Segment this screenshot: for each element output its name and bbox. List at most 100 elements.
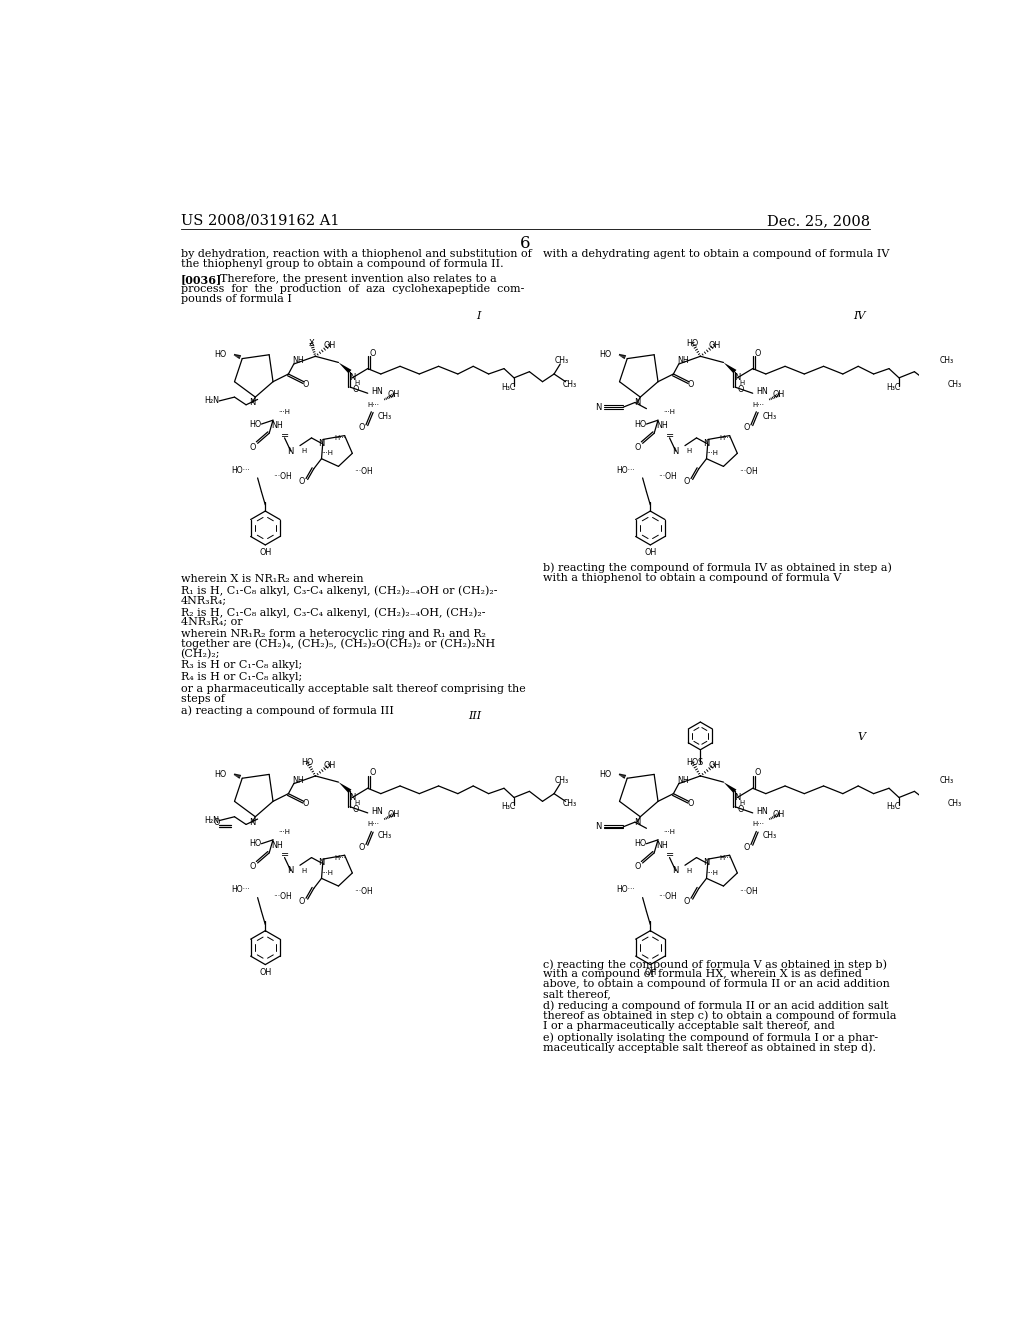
Text: HO: HO: [249, 840, 261, 849]
Text: N: N: [673, 866, 679, 875]
Text: OH: OH: [644, 548, 656, 557]
Text: CH₃: CH₃: [555, 356, 568, 366]
Text: OH: OH: [708, 760, 720, 770]
Text: with a compound of formula HX, wherein X is as defined: with a compound of formula HX, wherein X…: [543, 969, 861, 979]
Text: O: O: [249, 862, 255, 871]
Text: N: N: [595, 403, 602, 412]
Text: 6: 6: [519, 235, 530, 252]
Text: O: O: [688, 799, 694, 808]
Text: NH: NH: [656, 841, 668, 850]
Text: HO: HO: [301, 759, 313, 767]
Text: H₂N: H₂N: [204, 816, 219, 825]
Text: =: =: [281, 430, 289, 441]
Text: H: H: [354, 380, 359, 387]
Text: Dec. 25, 2008: Dec. 25, 2008: [767, 214, 869, 228]
Text: CH₃: CH₃: [947, 380, 962, 388]
Text: NH: NH: [678, 356, 689, 366]
Text: O: O: [353, 385, 359, 393]
Text: N: N: [634, 817, 640, 826]
Text: above, to obtain a compound of formula II or an acid addition: above, to obtain a compound of formula I…: [543, 979, 890, 989]
Text: ‧‧‧H: ‧‧‧H: [664, 829, 676, 836]
Text: NH: NH: [271, 841, 283, 850]
Text: R₂ is H, C₁-C₈ alkyl, C₃-C₄ alkenyl, (CH₂)₂₋₄OH, (CH₂)₂-: R₂ is H, C₁-C₈ alkyl, C₃-C₄ alkenyl, (CH…: [180, 607, 485, 618]
Text: N: N: [734, 793, 740, 803]
Text: O: O: [743, 843, 750, 851]
Text: or a pharmaceutically acceptable salt thereof comprising the: or a pharmaceutically acceptable salt th…: [180, 684, 525, 693]
Text: HO: HO: [249, 420, 261, 429]
Text: (CH₂)₂;: (CH₂)₂;: [180, 649, 220, 659]
Text: S: S: [697, 759, 703, 767]
Text: NH: NH: [271, 421, 283, 430]
Text: Therefore, the present invention also relates to a: Therefore, the present invention also re…: [213, 275, 497, 284]
Text: CH₃: CH₃: [562, 799, 577, 808]
Text: H: H: [354, 800, 359, 807]
Text: US 2008/0319162 A1: US 2008/0319162 A1: [180, 214, 339, 228]
Text: H‧‧‧: H‧‧‧: [368, 401, 380, 408]
Text: HO‧‧‧: HO‧‧‧: [231, 886, 250, 895]
Text: O: O: [249, 442, 255, 451]
Text: HO: HO: [634, 420, 646, 429]
Text: ‧‧‧H: ‧‧‧H: [707, 450, 719, 457]
Text: 4NR₃R₄; or: 4NR₃R₄; or: [180, 618, 243, 627]
Text: c) reacting the compound of formula V as obtained in step b): c) reacting the compound of formula V as…: [543, 960, 887, 970]
Text: R₃ is H or C₁-C₈ alkyl;: R₃ is H or C₁-C₈ alkyl;: [180, 660, 302, 671]
Text: N: N: [595, 822, 602, 832]
Text: CH₃: CH₃: [763, 412, 777, 421]
Text: I or a pharmaceutically acceptable salt thereof, and: I or a pharmaceutically acceptable salt …: [543, 1020, 835, 1031]
Text: HO: HO: [686, 339, 698, 347]
Text: O: O: [755, 768, 761, 777]
Text: HO‧‧‧: HO‧‧‧: [616, 466, 635, 475]
Text: OH: OH: [259, 968, 271, 977]
Text: N: N: [249, 399, 255, 407]
Text: H₃C: H₃C: [887, 383, 900, 392]
Text: salt thereof,: salt thereof,: [543, 989, 610, 999]
Text: N: N: [734, 374, 740, 383]
Text: HO: HO: [634, 840, 646, 849]
Text: =: =: [281, 850, 289, 861]
Polygon shape: [339, 363, 351, 374]
Text: CH₃: CH₃: [763, 832, 777, 841]
Text: HN: HN: [371, 387, 383, 396]
Text: O: O: [353, 805, 359, 813]
Text: H: H: [739, 380, 744, 387]
Text: R₁ is H, C₁-C₈ alkyl, C₃-C₄ alkenyl, (CH₂)₂₋₄OH or (CH₂)₂-: R₁ is H, C₁-C₈ alkyl, C₃-C₄ alkenyl, (CH…: [180, 586, 497, 597]
Text: by dehydration, reaction with a thiophenol and substitution of: by dehydration, reaction with a thiophen…: [180, 249, 531, 259]
Text: H₃C: H₃C: [502, 803, 515, 812]
Text: CH₃: CH₃: [947, 799, 962, 808]
Text: NH: NH: [293, 776, 304, 785]
Text: IV: IV: [854, 312, 866, 321]
Text: =: =: [666, 430, 674, 441]
Text: wherein NR₁R₂ form a heterocyclic ring and R₁ and R₂: wherein NR₁R₂ form a heterocyclic ring a…: [180, 628, 485, 639]
Text: ‧‧‧OH: ‧‧‧OH: [273, 473, 292, 480]
Text: O: O: [683, 478, 690, 486]
Text: with a thiophenol to obtain a compound of formula V: with a thiophenol to obtain a compound o…: [543, 573, 841, 582]
Text: N: N: [318, 858, 325, 867]
Text: N: N: [288, 446, 294, 455]
Text: O: O: [298, 898, 305, 906]
Text: HO‧‧‧: HO‧‧‧: [231, 466, 250, 475]
Text: O: O: [634, 862, 640, 871]
Text: N: N: [703, 438, 710, 447]
Text: CH₃: CH₃: [555, 776, 568, 785]
Text: III: III: [468, 711, 481, 721]
Polygon shape: [724, 363, 736, 374]
Text: process  for  the  production  of  aza  cyclohexapeptide  com-: process for the production of aza cycloh…: [180, 284, 524, 294]
Text: O: O: [358, 843, 365, 851]
Text: ‧‧‧H: ‧‧‧H: [707, 870, 719, 876]
Text: CH₃: CH₃: [940, 776, 953, 785]
Text: O: O: [738, 805, 744, 813]
Text: HN: HN: [756, 807, 768, 816]
Text: OH: OH: [388, 391, 400, 399]
Text: O: O: [370, 348, 376, 358]
Text: maceutically acceptable salt thereof as obtained in step d).: maceutically acceptable salt thereof as …: [543, 1043, 876, 1053]
Text: ‧‧‧H: ‧‧‧H: [322, 870, 334, 876]
Text: together are (CH₂)₄, (CH₂)₅, (CH₂)₂O(CH₂)₂ or (CH₂)₂NH: together are (CH₂)₄, (CH₂)₅, (CH₂)₂O(CH₂…: [180, 639, 495, 649]
Text: O: O: [303, 380, 309, 388]
Text: ‧‧‧OH: ‧‧‧OH: [658, 473, 677, 480]
Text: H‧‧‧: H‧‧‧: [720, 854, 731, 861]
Text: ‧‧‧H: ‧‧‧H: [279, 829, 291, 836]
Text: O: O: [370, 768, 376, 777]
Text: O: O: [738, 385, 744, 393]
Text: ‧‧‧OH: ‧‧‧OH: [273, 891, 292, 900]
Polygon shape: [339, 781, 351, 793]
